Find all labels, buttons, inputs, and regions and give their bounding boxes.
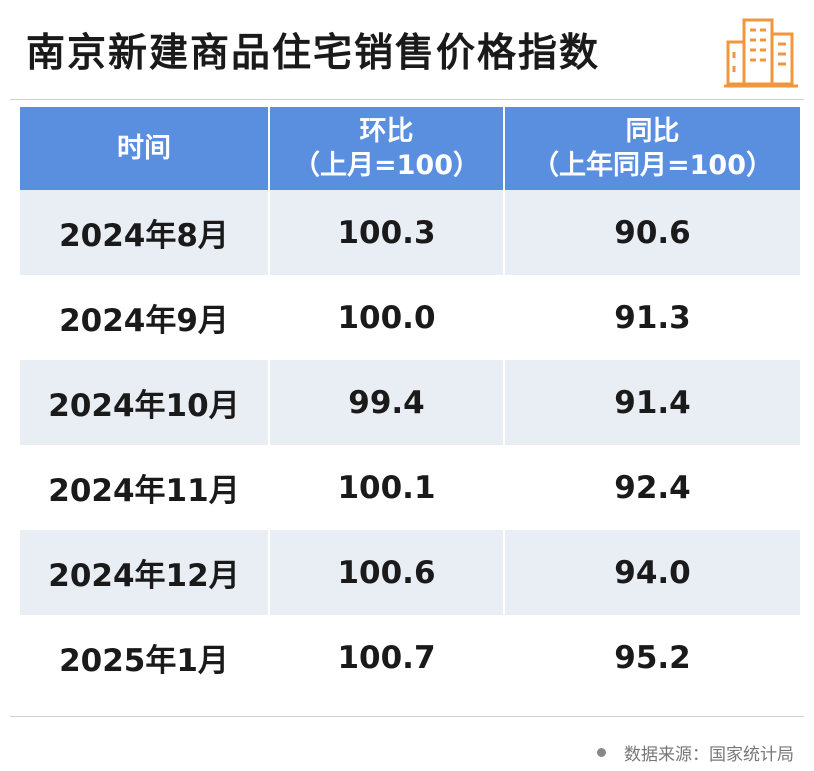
table-cell: 91.3 (614, 299, 691, 336)
table: 时间 环比 （上月=100） 同比 （上年同月=100） 2024年8月 100.3 90.6… (20, 107, 800, 700)
table-cell: 90.6 (614, 214, 691, 251)
title: 南京新建商品住宅销售价格指数 (26, 31, 601, 76)
table-cell: 2024年11月 (20, 445, 270, 530)
table-cell: 100.3 (270, 190, 505, 275)
divider (10, 716, 804, 717)
table-cell: 2024年10月 (20, 360, 270, 445)
footer: 数据来源：国家统计局 (597, 740, 794, 765)
header-row: 时间 环比 （上月=100） 同比 （上年同月=100） (20, 107, 800, 190)
table-cell: 91.4 (614, 384, 691, 421)
table-cell: 95.2 (614, 639, 691, 676)
source: 数据来源：国家统计局 (624, 745, 794, 765)
table-cell: 100.1 (270, 445, 505, 530)
table-cell: 99.4 (270, 360, 505, 445)
header-cell: 时间 (20, 107, 270, 190)
table-row: 2025年1月 100.7 95.2 (20, 615, 800, 700)
table-row: 2024年12月 100.6 94.0 (20, 530, 800, 615)
header-cell: 同比 （上年同月=100） (505, 107, 800, 190)
table-row: 2024年10月 99.4 91.4 (20, 360, 800, 445)
bullet (597, 748, 606, 757)
header-text: （上年同月=100） (532, 149, 773, 181)
table-cell: 2025年1月 (20, 615, 270, 700)
header-text: （上月=100） (293, 149, 480, 181)
table-cell: 100.7 (270, 615, 505, 700)
table-cell: 2024年12月 (20, 530, 270, 615)
divider (10, 99, 804, 100)
header-cell: 环比 （上月=100） (270, 107, 505, 190)
building-icon (724, 18, 798, 88)
table-cell: 2024年8月 (20, 190, 270, 275)
header-text: 时间 (117, 132, 171, 164)
header-text: 同比 (625, 115, 680, 147)
table-row: 2024年9月 100.0 91.3 (20, 275, 800, 360)
table-cell: 94.0 (614, 554, 691, 591)
table-row: 2024年8月 100.3 90.6 (20, 190, 800, 275)
table-row: 2024年11月 100.1 92.4 (20, 445, 800, 530)
header-text: 环比 (359, 115, 414, 147)
table-cell: 92.4 (614, 469, 691, 506)
table-cell: 100.0 (270, 275, 505, 360)
table-cell: 2024年9月 (20, 275, 270, 360)
table-cell: 100.6 (270, 530, 505, 615)
